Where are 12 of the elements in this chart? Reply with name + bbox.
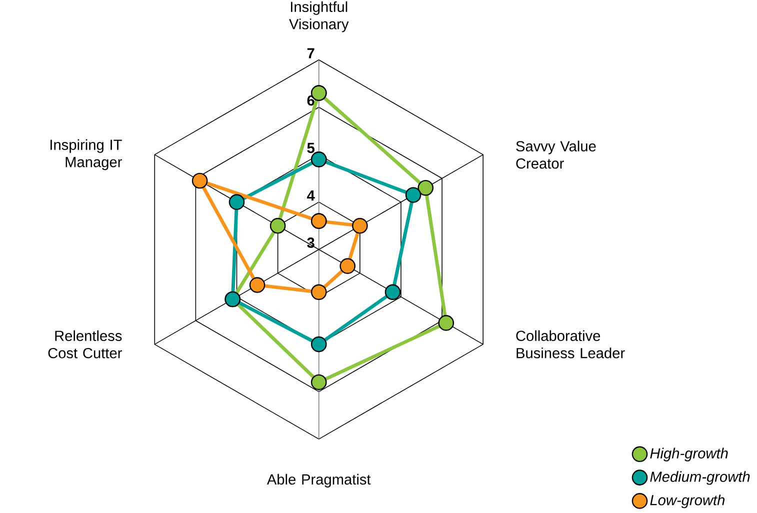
- spoke-label: Able Pragmatist: [266, 474, 371, 488]
- spoke-label: Savvy Value Creator: [516, 140, 596, 169]
- y-tick-label: 7: [307, 48, 314, 58]
- spoke-label: Relentless Cost Cutter: [48, 330, 122, 358]
- spoke-label: Collaborative Business Leader: [516, 330, 625, 358]
- y-tick-label: 4: [307, 190, 315, 201]
- legend-label: Low-growth: [650, 494, 725, 508]
- legend-label: Medium-growth: [650, 471, 750, 485]
- spoke-label: Insightful Visionary: [289, 1, 349, 32]
- legend-label: High-growth: [650, 448, 728, 462]
- spoke-label: Inspiring IT Manager: [50, 139, 122, 170]
- y-tick-label: 5: [307, 143, 314, 154]
